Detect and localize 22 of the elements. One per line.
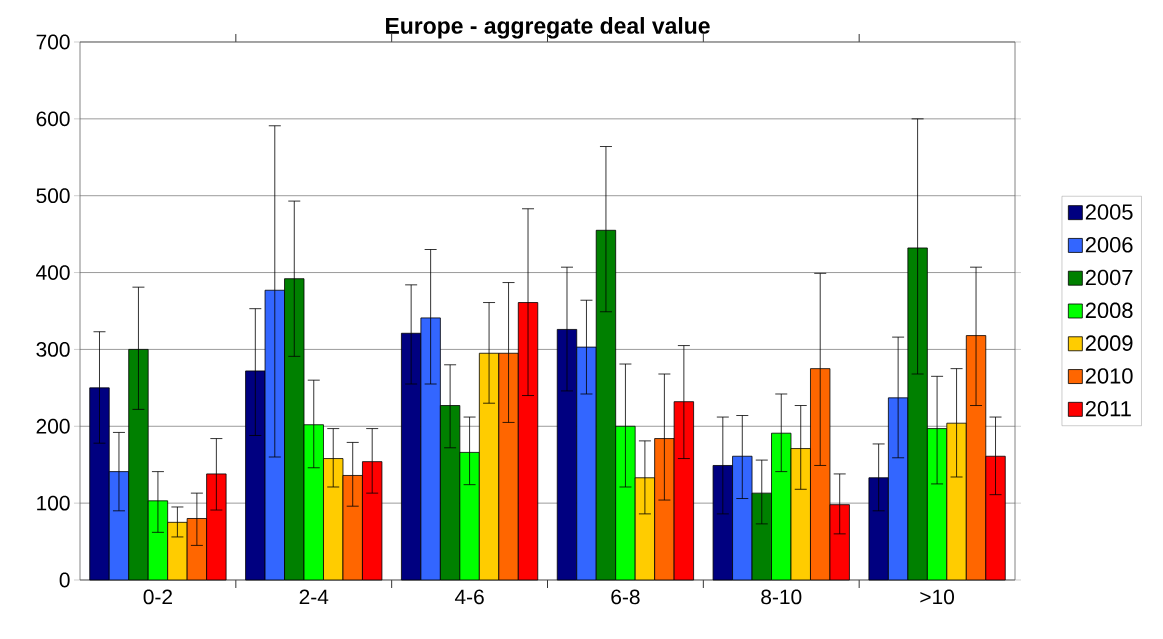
y-tick-label: 400 (36, 265, 70, 280)
y-tick-label: 500 (36, 188, 70, 204)
legend-label: 2008 (1085, 302, 1133, 319)
x-tick-label: 2-4 (299, 589, 329, 605)
legend-label: 2011 (1085, 400, 1131, 417)
y-tick-label: 300 (36, 342, 70, 357)
y-tick-label: 200 (36, 418, 70, 434)
y-tick-label: 600 (36, 111, 70, 127)
y-tick-label: 100 (37, 495, 70, 511)
legend-label: 2006 (1085, 237, 1133, 253)
x-tick-label: 4-6 (454, 589, 484, 605)
y-tick-label: 0 (59, 572, 70, 588)
legend-label: 2005 (1085, 204, 1133, 220)
legend-label: 2007 (1085, 269, 1133, 286)
x-tick-label: 8-10 (761, 589, 802, 605)
x-tick-label: 6-8 (611, 589, 640, 605)
x-tick-label: >10 (920, 589, 954, 605)
chart-title: Europe - aggregate deal value (386, 17, 710, 39)
legend-label: 2009 (1085, 335, 1133, 351)
legend-label: 2010 (1085, 368, 1133, 384)
y-tick-label: 700 (36, 34, 70, 50)
x-tick-label: 0-2 (143, 589, 172, 605)
